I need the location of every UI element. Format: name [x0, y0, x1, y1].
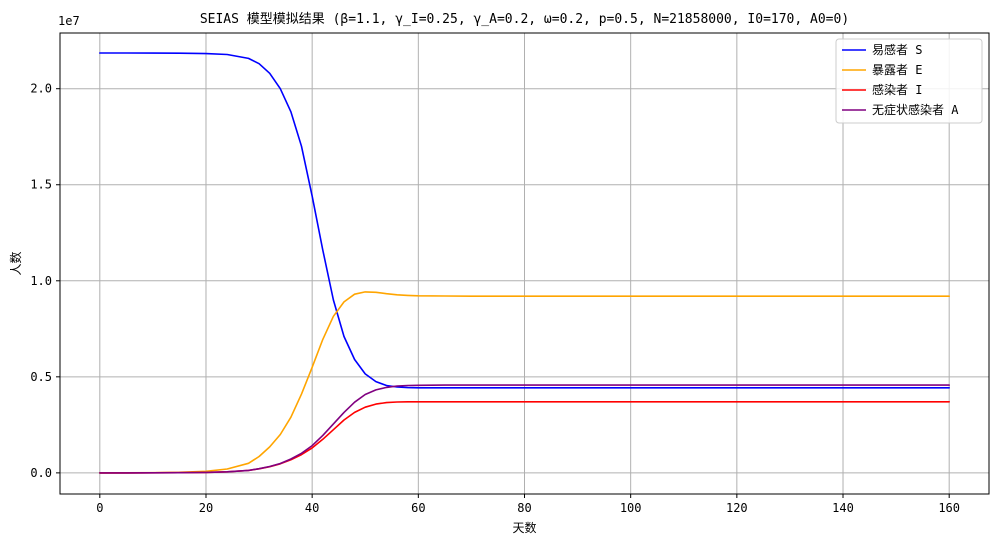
x-tick-label: 140	[832, 501, 854, 515]
chart-title: SEIAS 模型模拟结果 (β=1.1, γ_I=0.25, γ_A=0.2, …	[200, 12, 849, 27]
series-line-1	[99, 52, 951, 389]
y-tick-label: 1.5	[30, 178, 52, 192]
y-tick-label: 0.0	[30, 466, 52, 480]
y-axis-offset-label: 1e7	[58, 14, 80, 28]
y-axis-label: 人数	[8, 251, 23, 275]
legend-label: 暴露者 E	[872, 63, 922, 77]
legend-label: 无症状感染者 A	[872, 102, 959, 117]
legend-label: 易感者 S	[872, 42, 922, 57]
x-tick-label: 80	[517, 501, 531, 515]
legend-label: 感染者 I	[872, 82, 922, 97]
legend-box	[835, 38, 983, 124]
legend: 易感者 S 暴露者 E 感染者 I 无症状感染者 A	[835, 38, 983, 124]
series-line-4	[99, 384, 951, 474]
y-tick-label: 2.0	[30, 82, 52, 96]
x-tick-label: 20	[199, 501, 213, 515]
x-axis-label: 天数	[512, 520, 536, 535]
x-tick-label: 40	[305, 501, 319, 515]
y-tick-label: 1.0	[30, 274, 52, 288]
x-tick-label: 60	[411, 501, 425, 515]
x-tick-label: 120	[726, 501, 748, 515]
x-tick-label: 0	[96, 501, 103, 515]
series-line-2	[99, 291, 951, 474]
y-tick-label: 0.5	[30, 370, 52, 384]
x-tick-label: 100	[620, 501, 642, 515]
y-axis: 0.0 0.5 1.0 1.5 2.0	[30, 82, 60, 480]
series-lines	[99, 52, 951, 474]
x-axis: 0 20 40 60 80 100 120 140 160	[96, 494, 960, 515]
x-tick-label: 160	[938, 501, 960, 515]
